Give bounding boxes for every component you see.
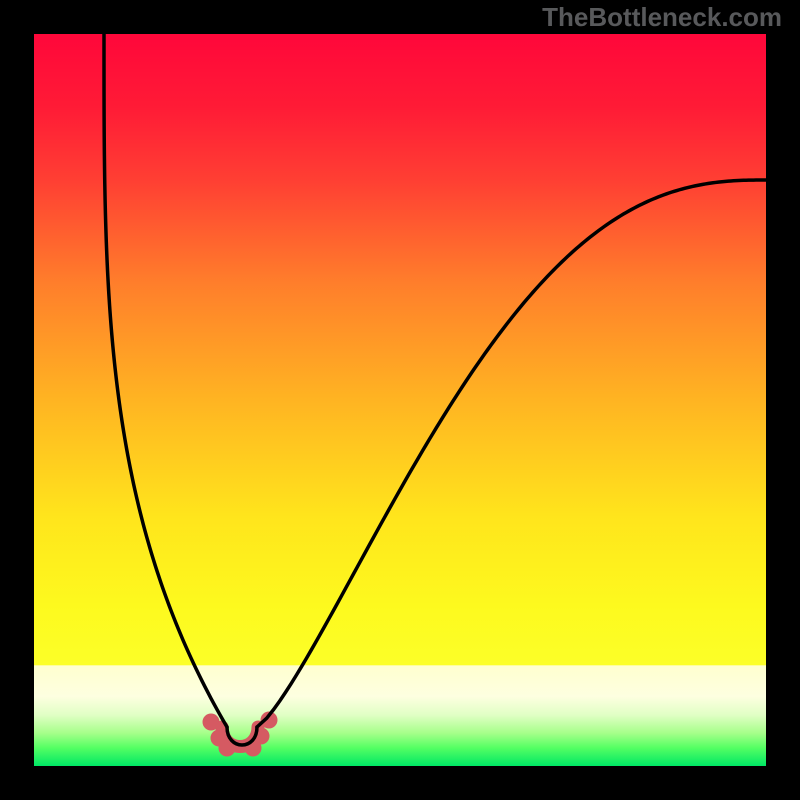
watermark-label: TheBottleneck.com	[542, 2, 782, 33]
gradient-background	[34, 34, 766, 766]
valley-highlight-dot	[203, 714, 220, 731]
plot-area	[34, 34, 766, 766]
bottleneck-curve-chart	[34, 34, 766, 766]
